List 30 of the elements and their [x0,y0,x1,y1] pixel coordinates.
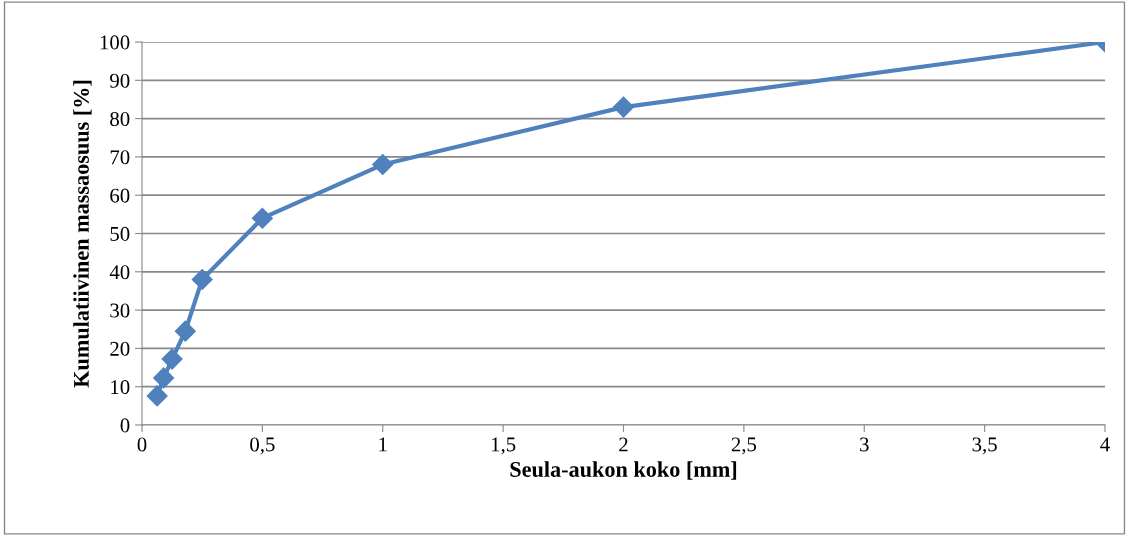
x-tick-label: 3 [860,437,869,452]
point [174,320,196,342]
point [191,268,213,290]
y-tick-label: 0 [120,418,130,433]
y-tick-label: 30 [110,303,130,318]
x-tick-label: 1 [379,437,387,452]
x-tick-label: 2 [619,437,628,452]
x-tick-label: 4 [1100,437,1110,452]
point [146,385,168,407]
y-tick-label: 50 [110,226,130,241]
y-tick-label: 20 [110,341,130,356]
point [372,154,394,176]
x-tick-label: 2,5 [731,437,757,455]
point [251,207,273,229]
y-tick-label: 90 [110,73,130,88]
point [161,348,183,370]
x-tick-label: 3,5 [972,437,997,455]
y-tick-label: 40 [109,265,130,280]
y-tick-label: 60 [110,188,130,203]
y-axis-title: Kumulatiivinen massaosuus [%] [73,80,92,388]
y-tick-label: 100 [100,35,130,50]
y-tick-label: 70 [110,150,130,165]
x-tick-label: 0 [137,437,147,452]
x-axis-title: Seula-aukon koko [mm] [510,461,737,480]
y-tick-label: 80 [110,111,130,127]
x-tick-label: 1,5 [491,437,516,455]
x-tick-label: 0,5 [250,437,275,455]
y-tick-label: 10 [111,380,130,395]
point [612,96,635,118]
point [153,367,175,389]
